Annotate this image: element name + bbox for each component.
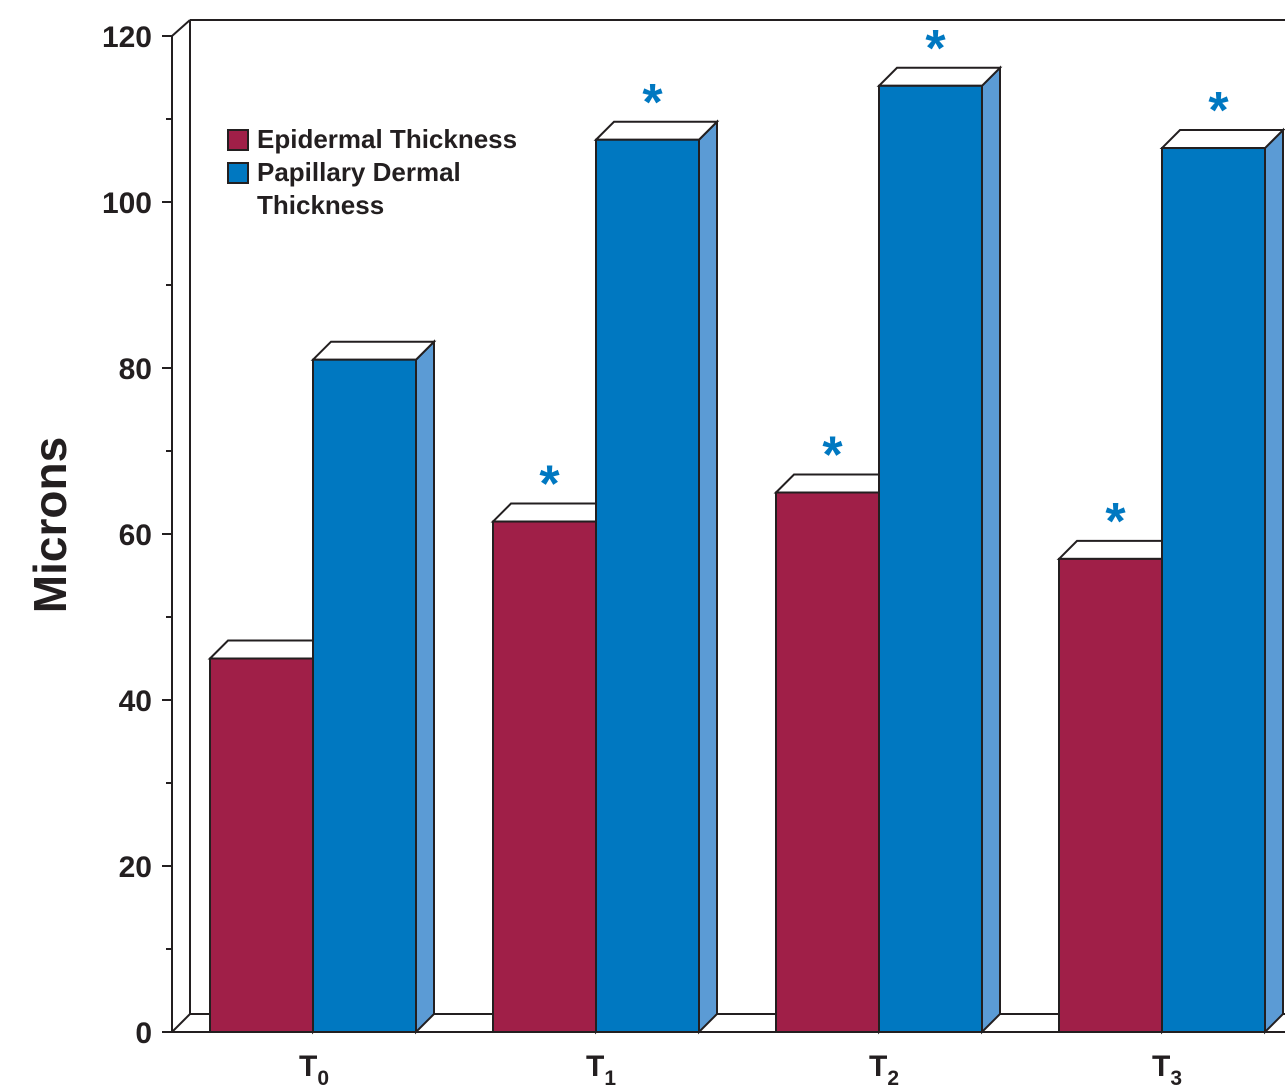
significance-markers: * * * * * * [539,20,1229,551]
x-tick-label: T0 [299,1050,329,1089]
bar-front [209,657,314,1033]
y-tick-label: 40 [119,685,152,718]
significance-star: * [1208,82,1229,140]
x-axis: T0 T1 T2 T3 [162,1031,1285,1089]
significance-star: * [925,20,946,78]
bar-0-1 [310,339,437,1035]
bar-front [775,491,880,1033]
y-tick-label: 20 [119,851,152,884]
significance-star: * [539,456,560,514]
x-tick-label: T2 [869,1050,899,1089]
bar-3-1 [1159,127,1285,1035]
bar-side [981,65,1001,1035]
bar-front [595,138,700,1033]
bar-side [415,339,435,1035]
bar-front [492,520,597,1033]
bar-top [310,340,437,361]
bar-side [698,119,718,1035]
bar-front [1161,147,1266,1034]
bar-front [878,84,983,1034]
x-tick-label: T3 [1152,1050,1182,1089]
y-axis-title: Microns [24,437,76,613]
bar-2-1 [876,65,1003,1035]
bar-1-1 [593,119,720,1035]
y-tick-label: 80 [119,353,152,386]
y-axis-top-depth [171,19,191,37]
legend-label-epidermal: Epidermal Thickness [257,124,517,154]
bar-front [1058,557,1163,1034]
y-tick-label: 60 [119,519,152,552]
significance-star: * [822,427,843,485]
legend-swatch-epidermal [227,129,249,151]
legend-label-papillary-line1: Papillary Dermal [257,157,461,187]
y-tick-label: 100 [102,187,152,220]
bars [207,65,1285,1035]
significance-star: * [642,74,663,132]
y-axis: 0 20 40 60 80 100 120 [102,19,191,1050]
floor-left-edge [171,1013,191,1033]
significance-star: * [1105,493,1126,551]
bar-side [1264,127,1284,1035]
bar-front [312,358,417,1033]
legend-swatch-papillary [227,162,249,184]
legend-label-papillary-line2: Thickness [257,190,384,220]
x-tick-label: T1 [586,1050,616,1089]
legend: Epidermal Thickness Papillary Dermal Thi… [227,124,517,220]
y-tick-label: 0 [135,1017,152,1050]
y-tick-label: 120 [102,21,152,54]
